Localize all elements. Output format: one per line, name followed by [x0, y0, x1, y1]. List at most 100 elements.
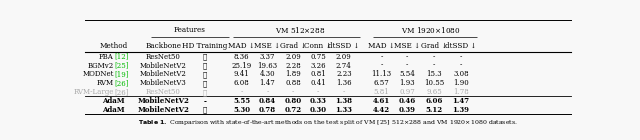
Text: 2.09: 2.09 — [285, 53, 301, 61]
Text: 6.57: 6.57 — [374, 79, 390, 87]
Text: 1.89: 1.89 — [285, 70, 301, 79]
Text: -: - — [204, 97, 207, 105]
Text: ResNet50: ResNet50 — [146, 88, 180, 96]
Text: -: - — [460, 62, 462, 70]
Text: 3.26: 3.26 — [310, 62, 326, 70]
Text: 9.41: 9.41 — [234, 70, 250, 79]
Text: FBA: FBA — [99, 53, 114, 61]
Text: 0.84: 0.84 — [259, 97, 276, 105]
Text: 3.37: 3.37 — [260, 53, 275, 61]
Text: 5.55: 5.55 — [233, 97, 250, 105]
Text: MobileNetV2: MobileNetV2 — [138, 97, 189, 105]
Text: -: - — [292, 88, 294, 96]
Text: 0.46: 0.46 — [399, 97, 416, 105]
Text: AdaM: AdaM — [102, 106, 125, 114]
Text: 2.28: 2.28 — [285, 62, 301, 70]
Text: MobileNetV2: MobileNetV2 — [140, 70, 187, 79]
Text: 11.13: 11.13 — [371, 70, 392, 79]
Text: -: - — [380, 62, 383, 70]
Text: -: - — [433, 62, 435, 70]
Text: -: - — [433, 53, 435, 61]
Text: 1.47: 1.47 — [452, 97, 470, 105]
Text: -: - — [406, 53, 408, 61]
Text: Method: Method — [100, 42, 128, 50]
Text: ✓: ✓ — [203, 53, 207, 61]
Text: Grad ↓: Grad ↓ — [421, 42, 447, 50]
Text: 6.06: 6.06 — [426, 97, 443, 105]
Text: 5.54: 5.54 — [399, 70, 415, 79]
Text: HD Training: HD Training — [182, 42, 228, 50]
Text: MAD ↓: MAD ↓ — [368, 42, 395, 50]
Text: 2.23: 2.23 — [336, 70, 352, 79]
Text: AdaM: AdaM — [102, 97, 125, 105]
Text: 19.63: 19.63 — [257, 62, 278, 70]
Text: 0.72: 0.72 — [285, 106, 302, 114]
Text: RVM: RVM — [97, 79, 114, 87]
Text: 2.09: 2.09 — [336, 53, 352, 61]
Text: 0.97: 0.97 — [399, 88, 415, 96]
Text: 25.19: 25.19 — [232, 62, 252, 70]
Text: 1.38: 1.38 — [335, 97, 353, 105]
Text: 1.78: 1.78 — [453, 88, 469, 96]
Text: 0.75: 0.75 — [310, 53, 326, 61]
Text: [26]: [26] — [114, 88, 129, 96]
Text: 1.93: 1.93 — [399, 79, 415, 87]
Text: RVM-Large: RVM-Large — [74, 88, 114, 96]
Text: -: - — [406, 62, 408, 70]
Text: 1.39: 1.39 — [452, 106, 469, 114]
Text: 9.65: 9.65 — [426, 88, 442, 96]
Text: ResNet50: ResNet50 — [146, 53, 180, 61]
Text: 5.30: 5.30 — [233, 106, 250, 114]
Text: 5.12: 5.12 — [426, 106, 443, 114]
Text: dtSSD ↓: dtSSD ↓ — [328, 42, 360, 50]
Text: 15.3: 15.3 — [426, 70, 442, 79]
Text: $\mathbf{Table\ 1.}$ Comparison with state-of-the-art methods on the test split : $\mathbf{Table\ 1.}$ Comparison with sta… — [138, 118, 518, 127]
Text: -: - — [241, 88, 243, 96]
Text: 4.61: 4.61 — [373, 97, 390, 105]
Text: 0.30: 0.30 — [310, 106, 326, 114]
Text: 0.78: 0.78 — [259, 106, 276, 114]
Text: MobileNetV3: MobileNetV3 — [140, 79, 187, 87]
Text: 6.08: 6.08 — [234, 79, 250, 87]
Text: ✓: ✓ — [203, 70, 207, 79]
Text: MSE ↓: MSE ↓ — [394, 42, 420, 50]
Text: ✓: ✓ — [203, 62, 207, 70]
Text: dtSSD ↓: dtSSD ↓ — [445, 42, 477, 50]
Text: -: - — [460, 53, 462, 61]
Text: MSE ↓: MSE ↓ — [254, 42, 280, 50]
Text: MODNet: MODNet — [83, 70, 114, 79]
Text: 0.33: 0.33 — [310, 97, 326, 105]
Text: VM 512$\times$288: VM 512$\times$288 — [275, 25, 325, 35]
Text: [12]: [12] — [114, 53, 129, 61]
Text: 1.33: 1.33 — [335, 106, 352, 114]
Text: -: - — [317, 88, 319, 96]
Text: 1.90: 1.90 — [453, 79, 469, 87]
Text: ✓: ✓ — [203, 106, 207, 114]
Text: -: - — [380, 53, 383, 61]
Text: 1.36: 1.36 — [336, 79, 352, 87]
Text: Backbone: Backbone — [145, 42, 181, 50]
Text: 3.08: 3.08 — [453, 70, 468, 79]
Text: BGMv2: BGMv2 — [88, 62, 114, 70]
Text: Features: Features — [173, 26, 205, 34]
Text: 2.74: 2.74 — [336, 62, 352, 70]
Text: 0.41: 0.41 — [310, 79, 326, 87]
Text: ✓: ✓ — [203, 79, 207, 87]
Text: 10.55: 10.55 — [424, 79, 444, 87]
Text: 8.36: 8.36 — [234, 53, 250, 61]
Text: 0.80: 0.80 — [285, 97, 302, 105]
Text: MobileNetV2: MobileNetV2 — [138, 106, 189, 114]
Text: Conn ↓: Conn ↓ — [305, 42, 332, 50]
Text: ✓: ✓ — [203, 88, 207, 96]
Text: 4.42: 4.42 — [373, 106, 390, 114]
Text: 5.81: 5.81 — [374, 88, 390, 96]
Text: MobileNetV2: MobileNetV2 — [140, 62, 187, 70]
Text: [26]: [26] — [114, 79, 129, 87]
Text: VM 1920$\times$1080: VM 1920$\times$1080 — [401, 25, 461, 35]
Text: [19]: [19] — [114, 70, 129, 79]
Text: 0.88: 0.88 — [285, 79, 301, 87]
Text: 4.30: 4.30 — [260, 70, 275, 79]
Text: 0.81: 0.81 — [310, 70, 326, 79]
Text: 1.47: 1.47 — [260, 79, 275, 87]
Text: -: - — [266, 88, 269, 96]
